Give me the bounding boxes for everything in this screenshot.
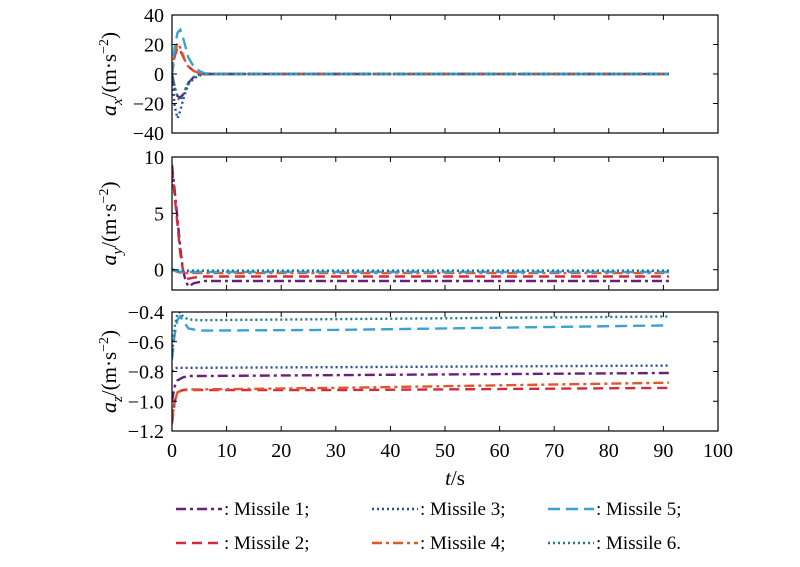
legend-label: : Missile 5; [596, 499, 682, 520]
x-tick-label: 90 [653, 440, 673, 462]
y-axis-label: ay/(m·s−2) [96, 182, 126, 266]
x-tick-label: 40 [380, 440, 400, 462]
series-line-az-2 [172, 386, 669, 424]
legend-item-5: : Missile 4; [372, 533, 506, 554]
y-tick-label: 20 [144, 35, 164, 57]
x-axis-label: t/s [445, 466, 465, 490]
series-line-az-6 [172, 312, 669, 357]
y-tick-label: −0.6 [128, 332, 164, 354]
legend-label: : Missile 4; [420, 533, 506, 554]
x-tick-label: 60 [490, 440, 510, 462]
series-line-ay-1 [172, 164, 669, 289]
series-line-ax-6 [172, 72, 669, 103]
series-line-ay-5 [172, 268, 669, 274]
x-tick-label: 30 [326, 440, 346, 462]
y-tick-label: −1.2 [128, 421, 164, 443]
series-line-ay-3 [172, 268, 669, 272]
x-tick-label: 70 [544, 440, 564, 462]
y-tick-label: −0.4 [128, 302, 164, 324]
legend-item-1: : Missile 1; [176, 499, 310, 520]
plot-frame [171, 311, 719, 432]
series-line-ax-3 [172, 72, 669, 123]
series-line-ay-6 [172, 268, 669, 272]
panel-ax: 40 20 0 −20 −40 ax/(m·s−2) [96, 5, 719, 145]
y-tick-label: −40 [133, 123, 164, 145]
y-axis-label: ax/(m·s−2) [96, 32, 126, 116]
x-tick-label: 10 [217, 440, 237, 462]
legend-item-2: : Missile 3; [372, 499, 506, 520]
series-line-ay-2 [172, 168, 669, 280]
panels: 40200−20−40ax/(m·s−2)1050ay/(m·s−2)−0.4−… [96, 5, 733, 490]
y-axis-label: az/(m·s−2) [96, 330, 126, 413]
legend: : Missile 1; : Missile 3; : Missile 5; : Mi… [176, 499, 682, 554]
series-line-az-4 [172, 381, 669, 420]
series-line-az-1 [172, 371, 669, 402]
y-tick-label: 5 [154, 203, 164, 225]
series-line-ax-1 [172, 72, 669, 100]
panel-az: −0.4 −0.6 −0.8 −1.0 −1.20 10 20 30 40 50 60 70 80 90 1… [96, 302, 733, 490]
x-tick-label: 20 [271, 440, 291, 462]
y-tick-label: −1.0 [128, 391, 164, 413]
series-line-az-3 [172, 364, 669, 373]
x-tick-label: 0 [167, 440, 177, 462]
y-tick-label: 40 [144, 5, 164, 27]
y-tick-label: 10 [144, 147, 164, 169]
legend-label: : Missile 1; [224, 499, 310, 520]
x-tick-label: 100 [703, 440, 733, 462]
series-line-ax-2 [172, 45, 669, 76]
series-line-ax-4 [172, 39, 669, 76]
y-tick-label: 0 [154, 260, 164, 282]
legend-label: : Missile 6. [596, 533, 681, 554]
panel-ay: 10 5 0 ay/(m·s−2) [96, 147, 719, 291]
legend-item-6: : Missile 6. [548, 533, 681, 554]
y-tick-label: 0 [154, 64, 164, 86]
legend-item-3: : Missile 5; [548, 499, 682, 520]
x-tick-label: 50 [435, 440, 455, 462]
legend-label: : Missile 3; [420, 499, 506, 520]
legend-item-4: : Missile 2; [176, 533, 310, 554]
series-line-az-5 [172, 314, 669, 360]
y-tick-label: −20 [133, 94, 164, 116]
y-tick-label: −0.8 [128, 362, 164, 384]
series-line-ax-5 [172, 27, 669, 76]
legend-label: : Missile 2; [224, 533, 310, 554]
x-tick-label: 80 [599, 440, 619, 462]
